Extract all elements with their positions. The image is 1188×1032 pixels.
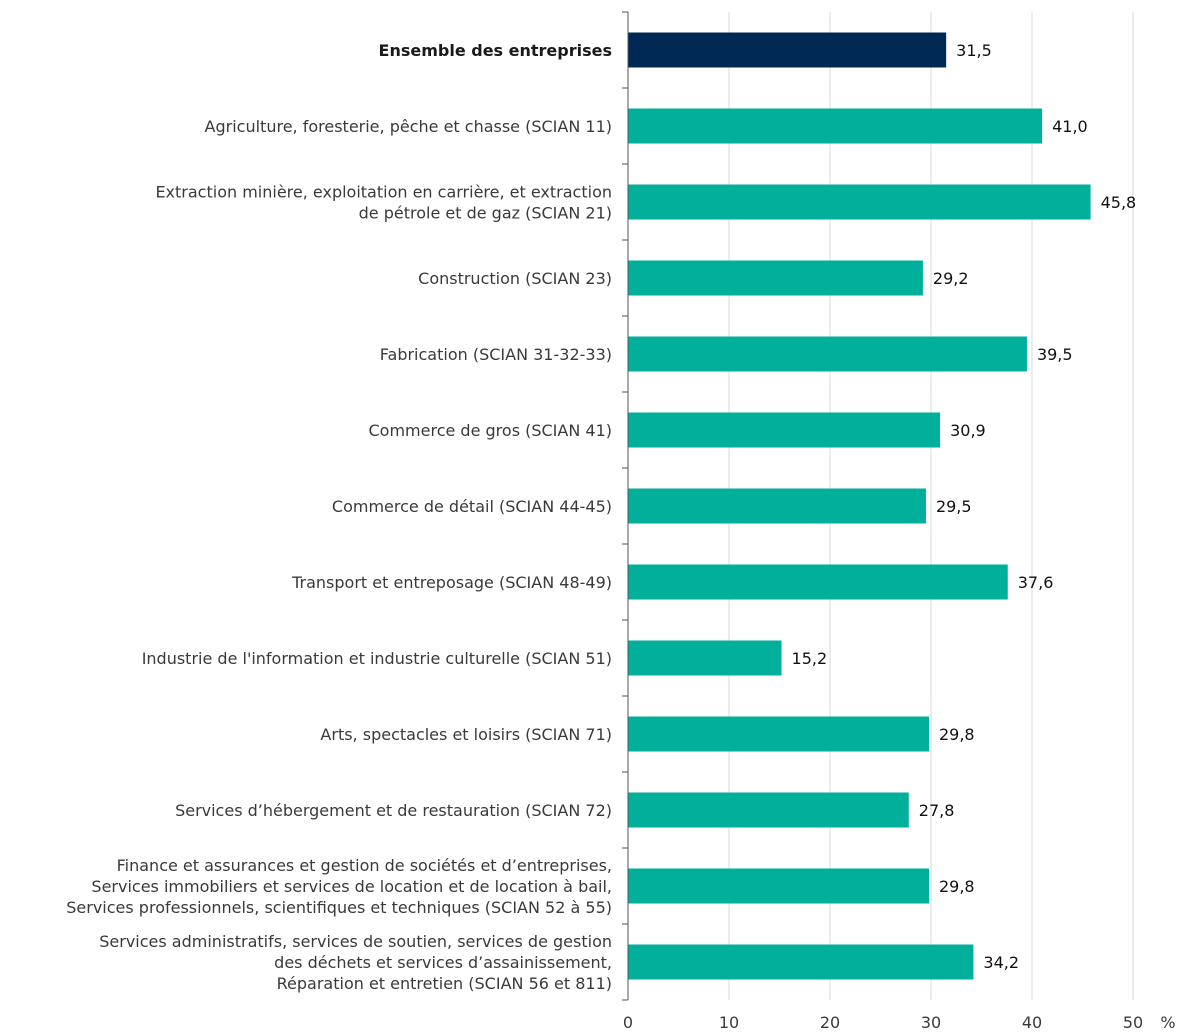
value-label: 39,5 — [1037, 345, 1073, 364]
category-label-line: des déchets et services d’assainissement… — [274, 953, 612, 972]
y-axis — [622, 11, 629, 1001]
bar — [628, 108, 1043, 144]
category-label-line: Services professionnels, scientifiques e… — [66, 898, 612, 917]
category-label: Services d’hébergement et de restauratio… — [175, 801, 612, 820]
bar — [628, 716, 929, 752]
category-label-line: Finance et assurances et gestion de soci… — [117, 856, 612, 875]
bar — [628, 564, 1008, 600]
bar — [628, 184, 1091, 220]
x-tick-label: 30 — [921, 1013, 941, 1032]
bar — [628, 336, 1027, 372]
x-tick-label: 40 — [1022, 1013, 1042, 1032]
category-label: Finance et assurances et gestion de soci… — [66, 856, 612, 917]
bar — [628, 944, 974, 980]
category-label-line: Extraction minière, exploitation en carr… — [155, 183, 612, 202]
value-label: 29,8 — [939, 877, 975, 896]
bar — [628, 412, 941, 448]
value-label: 27,8 — [919, 801, 955, 820]
bar — [628, 488, 926, 524]
value-label: 29,2 — [933, 269, 969, 288]
category-label: Commerce de gros (SCIAN 41) — [369, 421, 613, 440]
value-label: 45,8 — [1101, 193, 1137, 212]
category-label-line: Fabrication (SCIAN 31-32-33) — [380, 345, 612, 364]
value-labels: 31,5 41,0 45,8 29,2 39,5 30,9 29,5 37,6 15,2 29,8… — [792, 41, 1137, 972]
x-tick-label: 0 — [623, 1013, 633, 1032]
category-label-line: Réparation et entretien (SCIAN 56 et 811… — [277, 974, 612, 993]
category-label-line: Services d’hébergement et de restauratio… — [175, 801, 612, 820]
category-label-line: Services immobiliers et services de loca… — [91, 877, 612, 896]
category-label: Construction (SCIAN 23) — [418, 269, 612, 288]
category-label: Ensemble des entreprises — [379, 41, 612, 60]
category-label: Industrie de l'information et industrie … — [142, 649, 612, 668]
gridlines — [728, 12, 1134, 1000]
value-label: 15,2 — [792, 649, 828, 668]
category-label-line: Transport et entreposage (SCIAN 48-49) — [291, 573, 612, 592]
bars — [628, 32, 1091, 980]
value-label: 34,2 — [983, 953, 1019, 972]
category-label-line: Ensemble des entreprises — [379, 41, 612, 60]
category-label: Transport et entreposage (SCIAN 48-49) — [291, 573, 612, 592]
bar — [628, 640, 782, 676]
x-axis-ticks: 0 10 20 30 40 50 — [623, 1013, 1143, 1032]
category-label-line: Commerce de détail (SCIAN 44-45) — [332, 497, 612, 516]
category-label: Arts, spectacles et loisirs (SCIAN 71) — [320, 725, 612, 744]
value-label: 29,8 — [939, 725, 975, 744]
bar — [628, 260, 923, 296]
category-label-line: Construction (SCIAN 23) — [418, 269, 612, 288]
category-label: Fabrication (SCIAN 31-32-33) — [380, 345, 612, 364]
x-tick-label: 50 — [1123, 1013, 1143, 1032]
bar-highlight — [628, 32, 947, 68]
category-label-line: de pétrole et de gaz (SCIAN 21) — [359, 204, 612, 223]
category-label-line: Industrie de l'information et industrie … — [142, 649, 612, 668]
category-label: Extraction minière, exploitation en carr… — [155, 183, 612, 223]
value-label: 41,0 — [1052, 117, 1088, 136]
value-label: 31,5 — [956, 41, 992, 60]
value-label: 37,6 — [1018, 573, 1054, 592]
category-label: Services administratifs, services de sou… — [99, 932, 612, 993]
bar — [628, 868, 929, 904]
category-label-line: Services administratifs, services de sou… — [99, 932, 612, 951]
category-labels: Ensemble des entreprises Agriculture, for… — [66, 41, 612, 993]
category-label: Commerce de détail (SCIAN 44-45) — [332, 497, 612, 516]
bar — [628, 792, 909, 828]
x-tick-label: 20 — [820, 1013, 840, 1032]
category-label-line: Commerce de gros (SCIAN 41) — [369, 421, 613, 440]
x-axis-unit-label: % — [1160, 1013, 1175, 1032]
value-label: 30,9 — [950, 421, 986, 440]
value-label: 29,5 — [936, 497, 972, 516]
category-label-line: Arts, spectacles et loisirs (SCIAN 71) — [320, 725, 612, 744]
x-tick-label: 10 — [719, 1013, 739, 1032]
category-label-line: Agriculture, foresterie, pêche et chasse… — [205, 117, 612, 136]
category-label: Agriculture, foresterie, pêche et chasse… — [205, 117, 612, 136]
